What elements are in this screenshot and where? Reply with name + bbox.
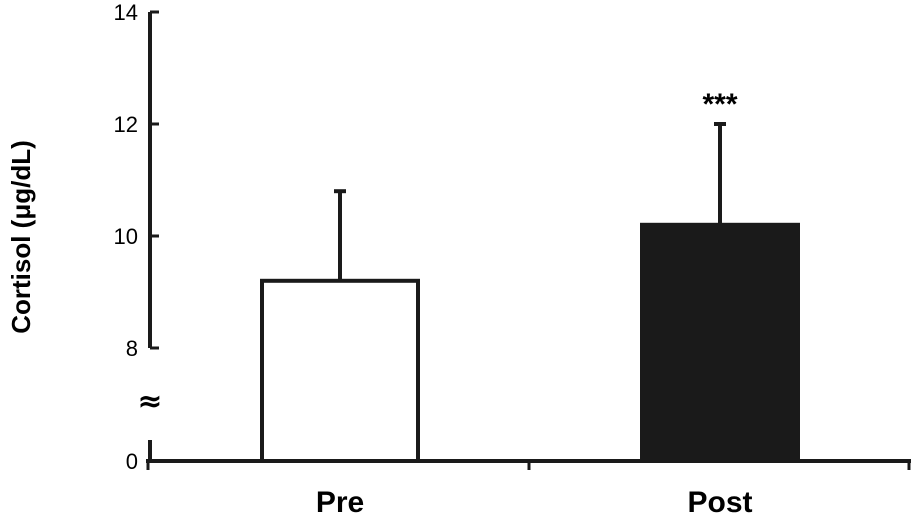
significance-label-post: ***	[702, 88, 737, 121]
bar-pre	[260, 278, 420, 463]
x-category-label-pre: Pre	[316, 486, 364, 516]
y-tick-label-12: 12	[114, 112, 138, 137]
tick-labels: 0 8 10 12 14 ≈ Pre Post ***	[114, 0, 753, 516]
bar-post	[640, 222, 800, 463]
bars	[260, 122, 800, 463]
y-tick-label-10: 10	[114, 224, 138, 249]
x-category-label-post: Post	[687, 486, 752, 516]
y-tick-label-0: 0	[126, 449, 138, 474]
y-tick-label-14: 14	[114, 0, 138, 25]
y-tick-label-8: 8	[126, 336, 138, 361]
y-axis-label: Cortisol (μg/dL)	[6, 140, 36, 334]
axis-break-symbol: ≈	[137, 384, 162, 419]
